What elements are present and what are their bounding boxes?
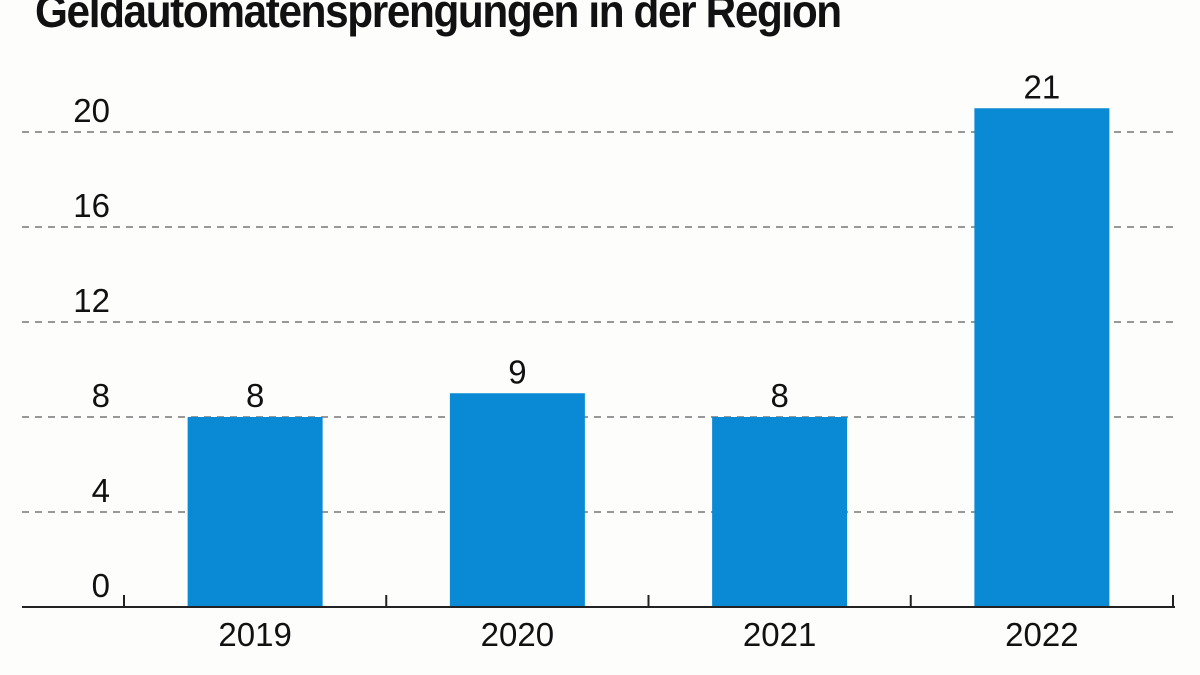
data-label: 8 <box>770 377 788 414</box>
x-tick-label: 2021 <box>743 616 816 653</box>
y-tick-label: 0 <box>92 567 110 604</box>
bar-2019 <box>187 417 323 607</box>
bar-2022 <box>974 108 1110 607</box>
y-tick-label: 12 <box>73 282 110 319</box>
x-tick-label: 2019 <box>218 616 291 653</box>
bar-2021 <box>712 417 848 607</box>
chart-title: Geldautomatensprengungen in der Region <box>35 0 842 37</box>
y-tick-label: 4 <box>92 472 110 509</box>
data-label: 8 <box>246 377 264 414</box>
data-label: 21 <box>1024 68 1061 105</box>
data-label: 9 <box>508 353 526 390</box>
x-tick-label: 2022 <box>1005 616 1078 653</box>
y-tick-label: 16 <box>73 187 110 224</box>
y-tick-label: 20 <box>73 92 110 129</box>
x-tick-label: 2020 <box>481 616 554 653</box>
bar-2020 <box>449 393 585 607</box>
y-tick-label: 8 <box>92 377 110 414</box>
